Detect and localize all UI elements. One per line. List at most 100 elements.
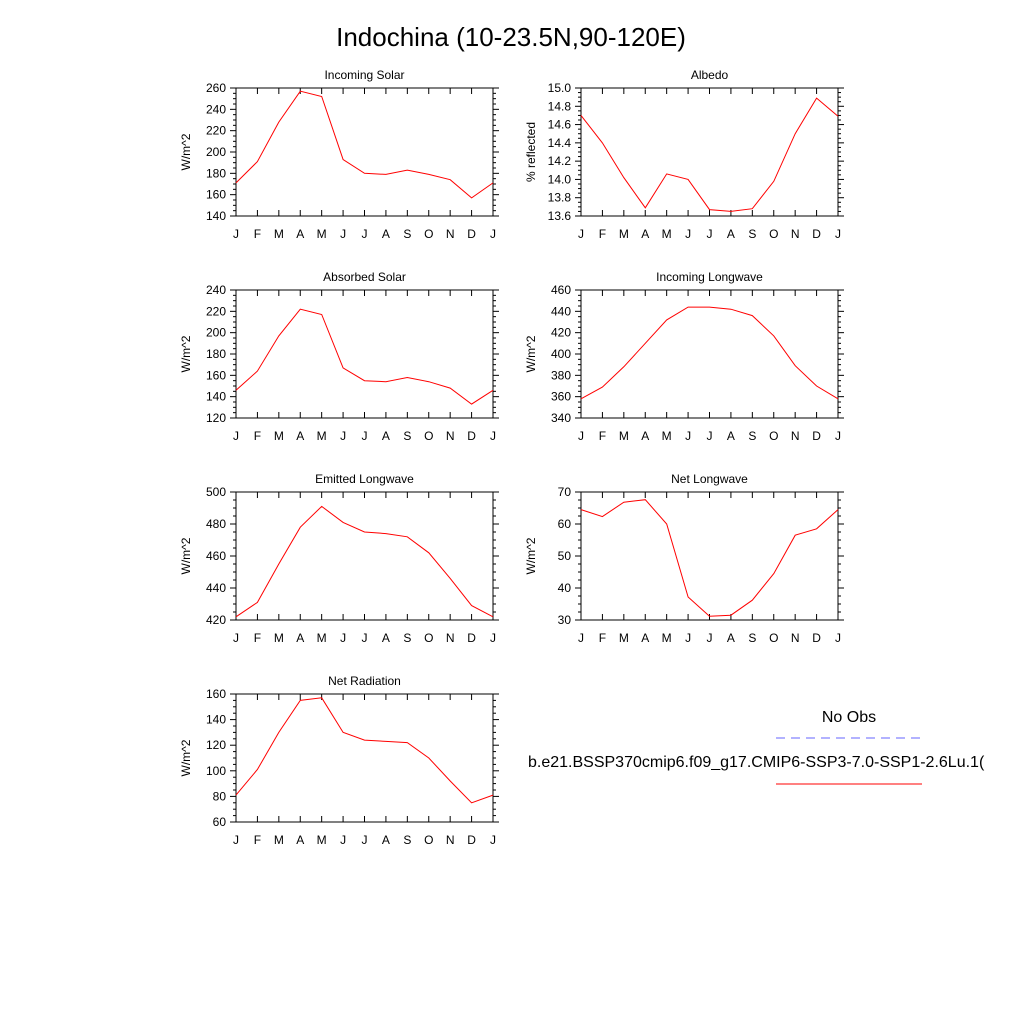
x-tick-label: J (685, 631, 691, 645)
y-tick-label: 260 (206, 81, 226, 95)
y-tick-label: 360 (551, 390, 571, 404)
plot-frame (580, 289, 839, 419)
x-tick-label: J (340, 429, 346, 443)
x-tick-label: M (274, 227, 284, 241)
x-tick-label: F (254, 429, 261, 443)
y-tick-label: 140 (206, 209, 226, 223)
x-tick-label: J (578, 429, 584, 443)
y-tick-label: 15.0 (548, 81, 572, 95)
x-tick-label: J (707, 227, 713, 241)
y-tick-label: 180 (206, 166, 226, 180)
x-tick-label: J (707, 631, 713, 645)
x-tick-label: O (424, 227, 433, 241)
x-tick-label: J (835, 429, 841, 443)
x-tick-label: M (662, 429, 672, 443)
panel-title: Net Longwave (671, 472, 748, 486)
x-tick-label: O (769, 227, 778, 241)
x-tick-label: O (769, 429, 778, 443)
y-tick-label: 30 (558, 613, 572, 627)
y-axis-label: W/m^2 (524, 335, 538, 372)
y-tick-label: 70 (558, 485, 572, 499)
legend: No Obs b.e21.BSSP370cmip6.f09_g17.CMIP6-… (528, 709, 985, 785)
x-tick-label: J (490, 227, 496, 241)
x-tick-label: S (403, 833, 411, 847)
x-tick-label: N (791, 631, 800, 645)
x-tick-label: N (791, 227, 800, 241)
y-tick-label: 460 (551, 283, 571, 297)
y-tick-label: 220 (206, 124, 226, 138)
y-tick-label: 13.8 (548, 191, 572, 205)
y-tick-label: 140 (206, 390, 226, 404)
series-line (580, 97, 839, 212)
x-tick-label: F (599, 631, 606, 645)
y-tick-label: 14.4 (548, 136, 572, 150)
y-tick-label: 40 (558, 581, 572, 595)
y-axis-label: W/m^2 (179, 739, 193, 776)
y-tick-label: 400 (551, 347, 571, 361)
y-tick-label: 440 (551, 304, 571, 318)
panel-title: Incoming Solar (324, 68, 404, 82)
x-tick-label: D (467, 227, 476, 241)
series-line (235, 505, 494, 618)
x-tick-label: M (274, 631, 284, 645)
y-tick-label: 440 (206, 581, 226, 595)
x-tick-label: M (619, 227, 629, 241)
y-tick-label: 240 (206, 283, 226, 297)
plot-frame (580, 491, 839, 621)
panel-title: Incoming Longwave (656, 270, 763, 284)
panel-title: Emitted Longwave (315, 472, 414, 486)
y-tick-label: 380 (551, 368, 571, 382)
x-tick-label: S (403, 631, 411, 645)
y-tick-label: 200 (206, 326, 226, 340)
plot-frame (235, 693, 494, 823)
x-tick-label: D (812, 631, 821, 645)
x-tick-label: J (490, 631, 496, 645)
x-tick-label: D (467, 631, 476, 645)
y-tick-label: 13.6 (548, 209, 572, 223)
x-tick-label: N (791, 429, 800, 443)
y-tick-label: 50 (558, 549, 572, 563)
series-line (580, 499, 839, 617)
x-tick-label: J (685, 227, 691, 241)
x-tick-label: J (233, 429, 239, 443)
x-tick-label: F (254, 833, 261, 847)
y-axis-label: W/m^2 (179, 335, 193, 372)
x-tick-label: J (685, 429, 691, 443)
x-tick-label: F (254, 631, 261, 645)
x-tick-label: M (317, 833, 327, 847)
x-tick-label: M (317, 227, 327, 241)
y-tick-label: 100 (206, 764, 226, 778)
x-tick-label: M (662, 227, 672, 241)
y-tick-label: 240 (206, 102, 226, 116)
y-tick-label: 420 (551, 326, 571, 340)
y-tick-label: 14.0 (548, 172, 572, 186)
y-tick-label: 120 (206, 411, 226, 425)
series-line (235, 308, 494, 405)
y-tick-label: 80 (213, 789, 227, 803)
x-tick-label: O (424, 429, 433, 443)
y-tick-label: 14.2 (548, 154, 572, 168)
x-tick-label: J (340, 227, 346, 241)
x-tick-label: M (317, 631, 327, 645)
x-tick-label: A (296, 429, 304, 443)
x-tick-label: J (233, 227, 239, 241)
x-tick-label: N (446, 833, 455, 847)
figure-title: Indochina (10-23.5N,90-120E) (336, 22, 686, 52)
y-tick-label: 460 (206, 549, 226, 563)
x-tick-label: A (382, 227, 390, 241)
x-tick-label: D (467, 833, 476, 847)
y-tick-label: 160 (206, 368, 226, 382)
series-line (580, 306, 839, 400)
x-tick-label: J (578, 227, 584, 241)
x-tick-label: M (274, 833, 284, 847)
x-tick-label: J (362, 833, 368, 847)
legend-model-label: b.e21.BSSP370cmip6.f09_g17.CMIP6-SSP3-7.… (528, 754, 985, 771)
x-tick-label: S (403, 429, 411, 443)
panel-title: Net Radiation (328, 674, 401, 688)
x-tick-label: J (578, 631, 584, 645)
x-tick-label: A (382, 833, 390, 847)
